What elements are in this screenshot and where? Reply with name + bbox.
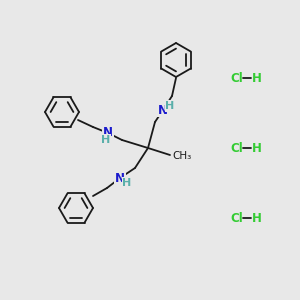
Text: H: H [252, 71, 262, 85]
Text: H: H [122, 178, 132, 188]
Text: N: N [158, 103, 168, 116]
Text: H: H [252, 212, 262, 224]
Text: Cl: Cl [230, 71, 243, 85]
Text: Cl: Cl [230, 212, 243, 224]
Text: H: H [101, 135, 111, 145]
Text: N: N [103, 127, 113, 140]
Text: Cl: Cl [230, 142, 243, 154]
Text: H: H [165, 101, 175, 111]
Text: CH₃: CH₃ [172, 151, 191, 161]
Text: N: N [115, 172, 125, 184]
Text: H: H [252, 142, 262, 154]
